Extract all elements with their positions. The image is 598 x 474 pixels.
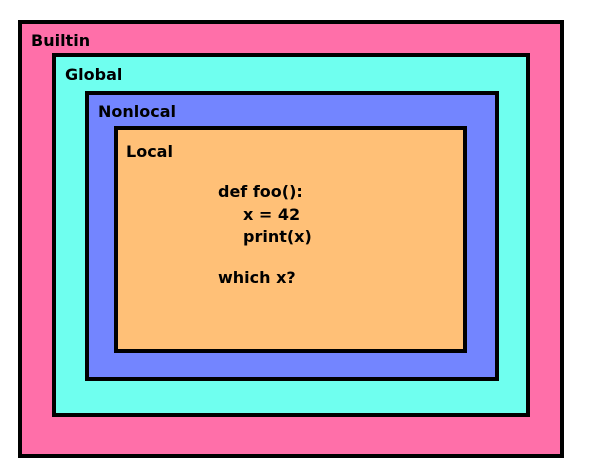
question-text: which x? <box>218 268 296 287</box>
nonlocal-scope-label: Nonlocal <box>98 102 177 121</box>
code-line-assign: x = 42 <box>243 205 301 224</box>
local-scope-box: Local <box>114 126 467 353</box>
code-line-def: def foo(): <box>218 182 303 201</box>
code-line-print: print(x) <box>243 227 312 246</box>
local-scope-label: Local <box>126 142 173 161</box>
builtin-scope-label: Builtin <box>31 31 91 50</box>
global-scope-label: Global <box>65 65 123 84</box>
